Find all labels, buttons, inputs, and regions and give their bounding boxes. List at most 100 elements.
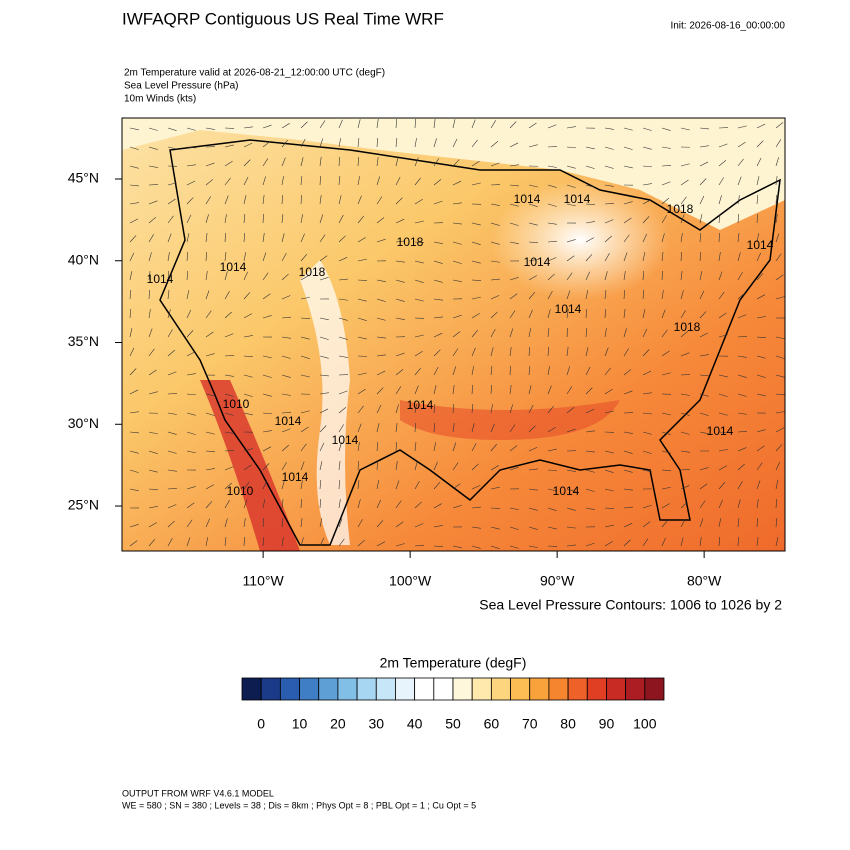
wind-barb [205,179,214,186]
wind-barb [357,461,359,471]
wind-barb [642,127,652,131]
wind-barb [642,538,649,547]
wind-barb [319,537,325,547]
wind-barb [718,518,722,528]
wind-barb [661,165,672,167]
wind-barb [661,469,671,471]
wind-barb [718,252,721,262]
wind-barb [414,544,424,547]
wind-barb [661,519,669,528]
wind-barb [300,499,302,509]
wind-barb [528,309,533,319]
wind-barb [547,203,557,207]
wind-barb [623,369,632,376]
wind-barb [300,426,309,433]
wind-barb [414,298,424,302]
contour-labels: 1014 1014 1018 1014 1018 1014 1014 1018 1014 1014… [147,192,774,498]
wind-barb [262,537,265,547]
wind-barb [623,271,626,281]
wind-barb [186,431,196,435]
wind-barb [224,177,231,186]
wind-barb [243,499,248,509]
wind-barb [642,146,652,150]
colorbar-box [375,677,396,701]
wind-barb [300,480,303,490]
wind-barb [338,336,348,340]
wind-barb [243,176,249,186]
wind-barb [509,142,519,148]
wind-barb [281,355,291,359]
wind-barb [471,313,480,319]
wind-barb [718,393,728,397]
wind-barb [148,522,157,528]
wind-barb [414,442,417,452]
wind-barb [414,138,417,148]
wind-barb [243,481,250,490]
wind-barb [642,309,646,319]
wind-barb [205,450,215,453]
wind-barb [661,372,671,376]
wind-barb [433,482,441,490]
wind-barb [167,127,177,131]
field-label: Sea Level Pressure (hPa) [124,81,239,92]
wind-barb [775,176,778,186]
wind-barb [262,293,271,300]
wind-barb [262,195,265,205]
wind-barb [509,328,514,338]
contour-label: 1014 [407,398,434,412]
wind-barb [471,545,481,549]
wind-barb [395,543,405,547]
wind-barb [148,469,158,473]
wind-barb [129,389,139,395]
wind-barb [376,238,386,243]
wind-barb [528,526,538,530]
wind-barb [623,431,633,434]
wind-barb [737,355,747,358]
wind-barb [376,541,386,547]
wind-barb [756,273,764,281]
wind-barb [718,374,728,378]
wind-barb [509,277,519,281]
wind-barb [338,442,342,452]
wind-barb [376,196,383,205]
wind-barb [186,197,194,205]
wind-barb [680,179,689,186]
wind-barb [737,272,743,281]
wind-barb [414,404,417,414]
wind-barb [186,164,196,167]
wind-barb [680,233,683,243]
wind-barb [756,252,762,262]
colorbar-box [414,677,435,701]
wind-barb [623,165,633,169]
wind-barb [699,311,707,319]
wind-barb [566,507,576,511]
wind-barb [528,122,537,129]
wind-barb [737,292,745,300]
wind-barb [243,126,253,129]
wind-barb [395,240,405,243]
wind-barb [737,314,747,319]
wind-barb [205,127,215,130]
wind-barb [300,537,304,547]
wind-barb [756,374,766,378]
wind-barb [737,176,742,186]
wind-barb [737,252,741,262]
wind-barb [300,410,310,414]
wind-barb [205,331,214,338]
wind-barb [224,355,234,357]
wind-barb [490,366,493,376]
wind-barb [604,450,614,454]
wind-barb [357,442,360,452]
x-tick-label: 100°W [389,573,432,589]
wind-barb [471,442,477,452]
wind-barb [547,448,557,452]
wind-barb [224,333,234,338]
wind-barb [262,214,264,224]
wind-barb [281,176,284,186]
wind-barb [281,518,283,528]
wind-barb [300,233,305,243]
wind-barb [566,290,571,300]
wind-barb [509,121,517,129]
wind-barb [338,538,345,547]
